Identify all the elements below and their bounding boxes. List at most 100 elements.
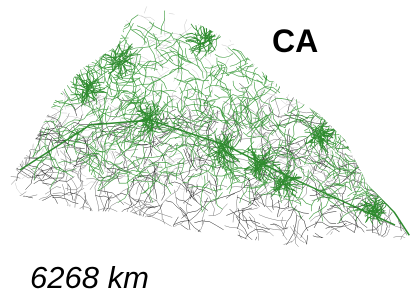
road (379, 95, 385, 112)
road (204, 194, 235, 202)
road (215, 54, 233, 58)
road (65, 211, 93, 232)
road (245, 229, 268, 238)
road (396, 170, 411, 178)
road (6, 91, 24, 110)
road (112, 215, 141, 219)
road (15, 183, 25, 197)
road (370, 119, 382, 132)
road (397, 155, 411, 184)
road (359, 141, 367, 156)
road (299, 212, 308, 231)
road (0, 150, 2, 172)
road (0, 155, 2, 165)
road (407, 99, 411, 116)
road (253, 8, 268, 16)
road (13, 189, 18, 219)
road (239, 231, 248, 251)
road (376, 152, 383, 179)
road (388, 152, 411, 173)
road (361, 144, 380, 147)
road (368, 140, 388, 145)
road (64, 43, 81, 54)
road (83, 192, 87, 220)
road (107, 219, 120, 245)
road (356, 107, 360, 127)
road (185, 19, 188, 36)
road (55, 208, 72, 225)
road (2, 187, 10, 203)
road (317, 93, 336, 104)
road (8, 201, 12, 220)
road (167, 158, 183, 165)
road (54, 114, 60, 130)
road (47, 101, 63, 103)
road (248, 91, 259, 116)
road (327, 200, 340, 210)
road (318, 35, 334, 40)
road (174, 209, 202, 225)
road (314, 211, 336, 228)
road (371, 144, 392, 153)
road (20, 137, 33, 156)
road (403, 184, 411, 198)
road (0, 151, 8, 157)
road (348, 94, 376, 108)
road (45, 8, 61, 16)
road (367, 183, 385, 186)
road (366, 173, 386, 179)
road (330, 88, 336, 117)
road (380, 139, 393, 171)
road (371, 165, 381, 178)
road (0, 170, 12, 172)
road (376, 146, 398, 155)
road (115, 32, 131, 47)
road (13, 195, 37, 210)
road (54, 24, 69, 32)
road (55, 32, 68, 64)
road (372, 82, 381, 111)
road (144, 0, 152, 13)
road (318, 60, 336, 74)
road (327, 85, 347, 100)
road (402, 213, 411, 217)
road (317, 66, 327, 86)
road (117, 209, 134, 228)
road (75, 63, 101, 74)
road (243, 30, 247, 55)
road (279, 80, 301, 97)
road (204, 90, 212, 105)
road (249, 183, 250, 205)
road (329, 249, 353, 267)
road (35, 41, 39, 58)
road (303, 74, 315, 89)
road (44, 29, 65, 54)
road (5, 101, 13, 129)
road (321, 202, 323, 221)
road (20, 25, 22, 43)
road (83, 20, 87, 54)
road (134, 245, 152, 255)
road (347, 189, 363, 196)
road (351, 43, 367, 72)
road (157, 84, 162, 112)
road (0, 61, 4, 74)
road (402, 149, 411, 154)
road (324, 79, 346, 82)
road (351, 115, 376, 139)
road (0, 100, 6, 128)
road (98, 92, 112, 103)
road (337, 221, 366, 235)
road (39, 48, 44, 68)
road (362, 14, 366, 31)
road (18, 211, 19, 236)
road (326, 101, 335, 116)
road (75, 49, 109, 55)
road (185, 243, 188, 265)
road (385, 112, 401, 119)
road (371, 68, 375, 88)
road (338, 114, 344, 130)
road (73, 20, 102, 26)
road (32, 63, 60, 81)
road (347, 140, 376, 149)
